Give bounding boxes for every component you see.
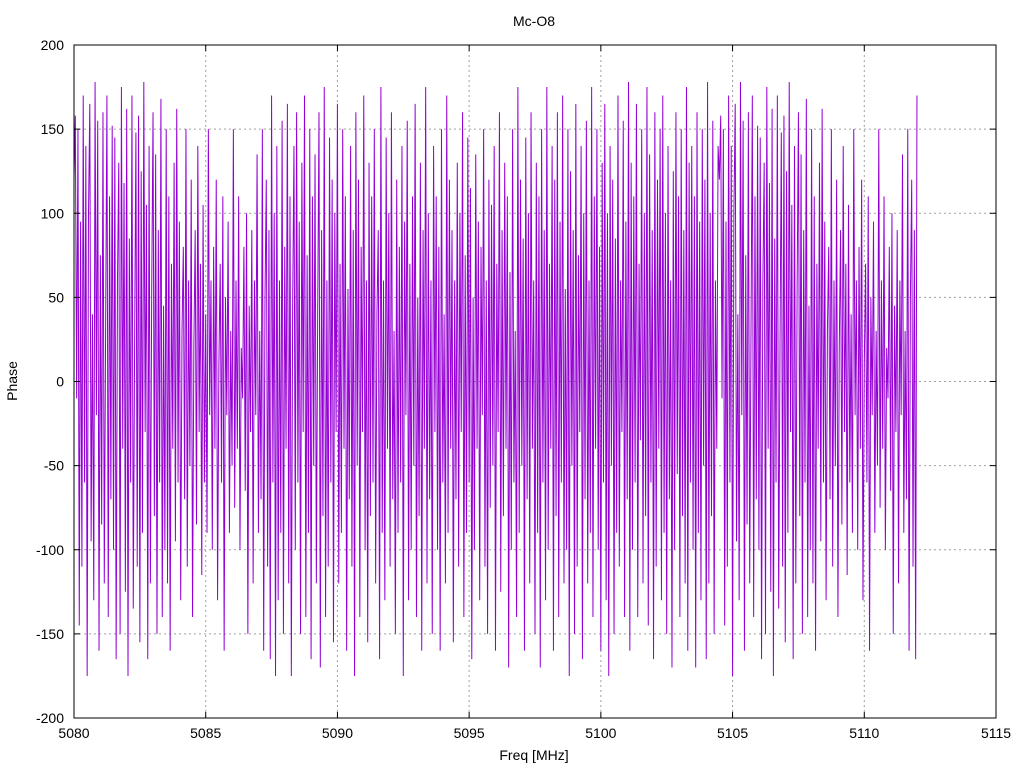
y-tick-label: -100	[36, 542, 64, 558]
x-tick-label: 5110	[849, 725, 879, 741]
series-layer	[73, 82, 918, 676]
x-tick-label: 5115	[981, 725, 1011, 741]
y-tick-label: 0	[56, 374, 64, 390]
y-tick-label: -50	[44, 458, 64, 474]
axis-ticks: 5080 5085 5090 5095 5100 5105 5110 5115 -200 -150…	[36, 37, 1011, 741]
chart-title: Mc-O8	[513, 13, 555, 29]
y-tick-label: 200	[41, 37, 65, 53]
y-tick-label: 50	[48, 289, 64, 305]
x-tick-label: 5080	[58, 725, 89, 741]
phase-series-line	[73, 82, 918, 676]
x-axis-label: Freq [MHz]	[499, 747, 568, 763]
x-tick-label: 5100	[585, 725, 616, 741]
x-tick-label: 5095	[454, 725, 485, 741]
x-tick-label: 5090	[322, 725, 353, 741]
x-tick-label: 5085	[190, 725, 221, 741]
y-tick-label: 150	[41, 121, 65, 137]
y-tick-label: 100	[41, 205, 65, 221]
y-tick-label: -150	[36, 626, 64, 642]
x-tick-label: 5105	[717, 725, 748, 741]
y-tick-label: -200	[36, 710, 64, 726]
y-axis-label: Phase	[4, 361, 20, 401]
